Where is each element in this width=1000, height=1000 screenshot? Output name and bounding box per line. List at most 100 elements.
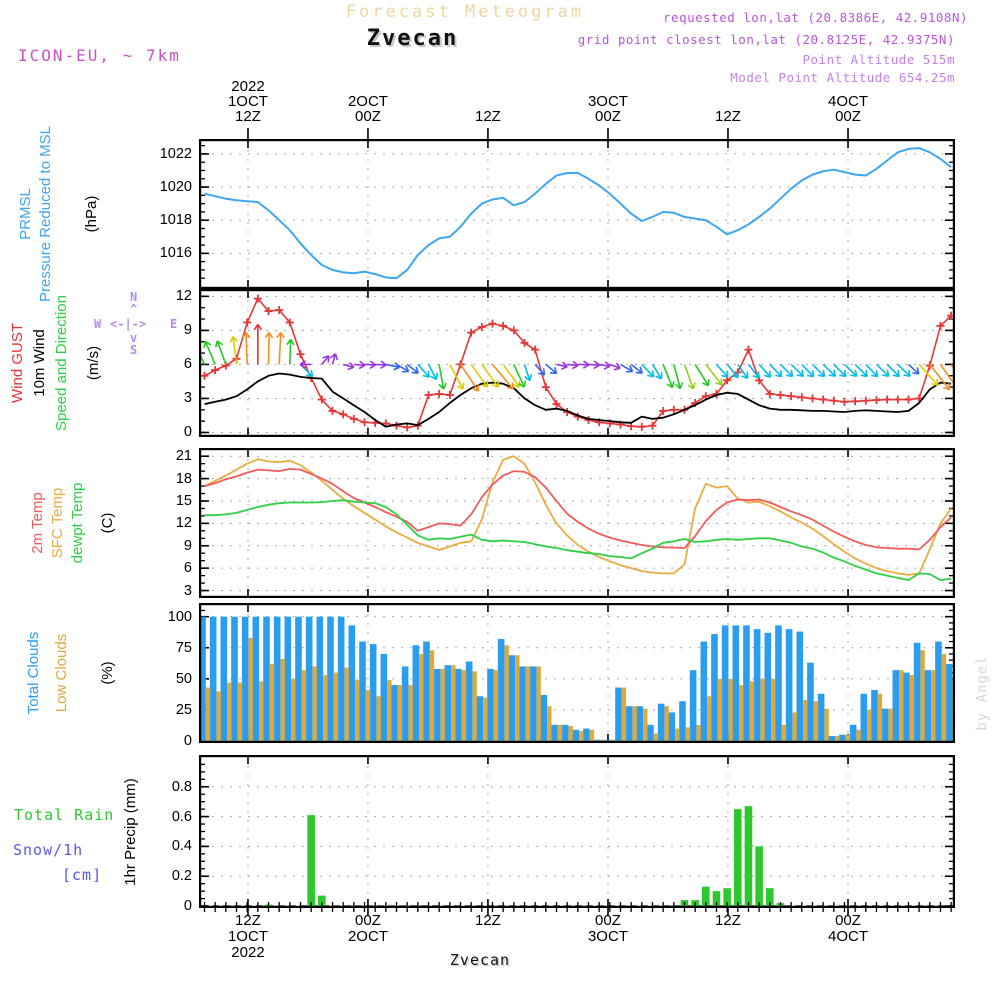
time-label-top: 00Z <box>355 108 381 125</box>
y-tick-label: 9 <box>183 322 192 339</box>
y-tick-label: 25 <box>175 701 192 718</box>
y-tick-label: 6 <box>183 560 192 577</box>
time-label-top: 12Z <box>235 108 261 125</box>
clouds-panel <box>199 603 955 743</box>
time-label-bottom: 12Z <box>715 912 741 929</box>
y-tick-label: 9 <box>183 537 192 554</box>
temperature-gridlines <box>203 450 951 596</box>
time-label-top: 12Z <box>715 108 741 125</box>
sfc_temp-line <box>204 455 952 576</box>
wind-border <box>199 289 955 437</box>
time-label-bottom: 00Z <box>835 912 861 929</box>
y-tick-label: 1018 <box>159 212 192 229</box>
y-tick-label: 6 <box>183 356 192 373</box>
watermark: by Angel <box>974 655 991 731</box>
page-title: Forecast Meteogram <box>345 2 585 22</box>
left-label-wind-0: Wind GUST <box>9 323 26 404</box>
clouds-border <box>199 603 955 743</box>
y-tick-label: 75 <box>175 639 192 656</box>
unit-label-precip: 1hr Precip (mm) <box>122 777 139 886</box>
dewpt_temp-line <box>204 499 952 582</box>
y-tick-label: 0.6 <box>171 808 192 825</box>
wind-gridlines <box>203 291 951 435</box>
grid-point-coords: grid point closest lon,lat (20.8125E, 42… <box>577 32 955 47</box>
time-label-bottom: 2OCT <box>347 928 388 945</box>
model-point-altitude: Model Point Altitude 654.25m <box>730 70 955 85</box>
left-label-precip-1: Snow/1h <box>13 841 84 859</box>
y-tick-label: 0.8 <box>171 778 192 795</box>
temperature-panel <box>199 448 955 598</box>
time-label-bottom: 2022 <box>231 944 265 961</box>
temperature-border <box>199 448 955 598</box>
time-label-bottom: 00Z <box>595 912 621 929</box>
wind-panel <box>199 289 955 437</box>
y-tick-label: 12 <box>175 288 192 305</box>
compass-axis-icon: <-|-> <box>110 317 147 331</box>
left-label-precip-2: [cm] <box>62 866 103 884</box>
y-tick-label: 15 <box>175 492 192 509</box>
pressure-panel <box>199 139 955 289</box>
time-label-top: 00Z <box>835 108 861 125</box>
precip-border <box>199 755 955 908</box>
y-tick-label: 0.2 <box>171 868 192 885</box>
left-label-clouds-0: Total Clouds <box>25 631 42 715</box>
model-name: ICON-EU, ~ 7km <box>18 46 181 65</box>
time-label-bottom: 12Z <box>475 912 501 929</box>
top-axis-ticks <box>247 128 849 139</box>
requested-coords: requested lon,lat (20.8386E, 42.9108N) <box>663 10 968 25</box>
y-tick-label: 0 <box>183 424 192 441</box>
y-tick-label: 21 <box>175 448 192 465</box>
y-tick-label: 18 <box>175 470 192 487</box>
compass-down-icon: v <box>130 331 138 345</box>
y-tick-label: 100 <box>167 608 192 625</box>
pressure-gridlines <box>203 141 951 287</box>
low-clouds-bars <box>205 637 955 742</box>
time-label-bottom: 3OCT <box>587 928 628 945</box>
precip-gridlines <box>203 757 951 907</box>
compass-s: S <box>130 343 138 357</box>
wind_gust-line <box>204 297 952 429</box>
precip-panel <box>199 755 955 908</box>
left-label-precip-0: Total Rain <box>14 806 115 824</box>
point-altitude: Point Altitude 515m <box>802 52 955 67</box>
t2m-line <box>204 467 952 551</box>
time-label-top: 00Z <box>595 108 621 125</box>
wind_gust-markers <box>200 294 955 432</box>
y-tick-label: 0 <box>183 733 192 749</box>
station-title: Zvecan <box>366 26 459 51</box>
y-tick-label: 1016 <box>159 245 192 262</box>
compass-w: W <box>94 317 102 331</box>
unit-label-clouds: (%) <box>99 661 116 685</box>
wind_speed_10m-line <box>204 372 952 428</box>
y-tick-label: 1020 <box>159 179 192 196</box>
prmsl-line <box>204 147 952 280</box>
temperature-ticks <box>201 450 953 596</box>
time-label-bottom: 00Z <box>355 912 381 929</box>
y-tick-label: 3 <box>183 582 192 599</box>
pressure-ticks <box>201 141 953 287</box>
y-tick-label: 0 <box>183 898 192 915</box>
compass-up-icon: ^ <box>130 302 138 316</box>
time-label-bottom: 4OCT <box>828 928 869 945</box>
pressure-border <box>199 139 955 289</box>
y-tick-label: 3 <box>183 390 192 407</box>
time-label-top: 4OCT <box>828 93 869 110</box>
time-label-top: 12Z <box>475 108 501 125</box>
time-label-top: 1OCT <box>227 93 268 110</box>
time-label-bottom: 1OCT <box>227 928 268 945</box>
y-tick-label: 12 <box>175 515 192 532</box>
bottom-axis-ticks <box>203 908 952 916</box>
time-label-top: 2OCT <box>347 93 388 110</box>
rain-bars <box>264 806 785 907</box>
time-label-top: 3OCT <box>587 93 628 110</box>
y-tick-label: 0.4 <box>171 838 192 855</box>
y-tick-label: 50 <box>175 670 192 687</box>
compass-n: N <box>130 290 138 304</box>
y-tick-label: 1022 <box>159 145 192 162</box>
time-label-top: 2022 <box>231 78 265 95</box>
left-label-clouds-1: Low Clouds <box>53 633 70 713</box>
time-label-bottom: 12Z <box>235 912 261 929</box>
total-clouds-bars <box>199 616 953 742</box>
bottom-station-label: Zvecan <box>449 951 511 969</box>
